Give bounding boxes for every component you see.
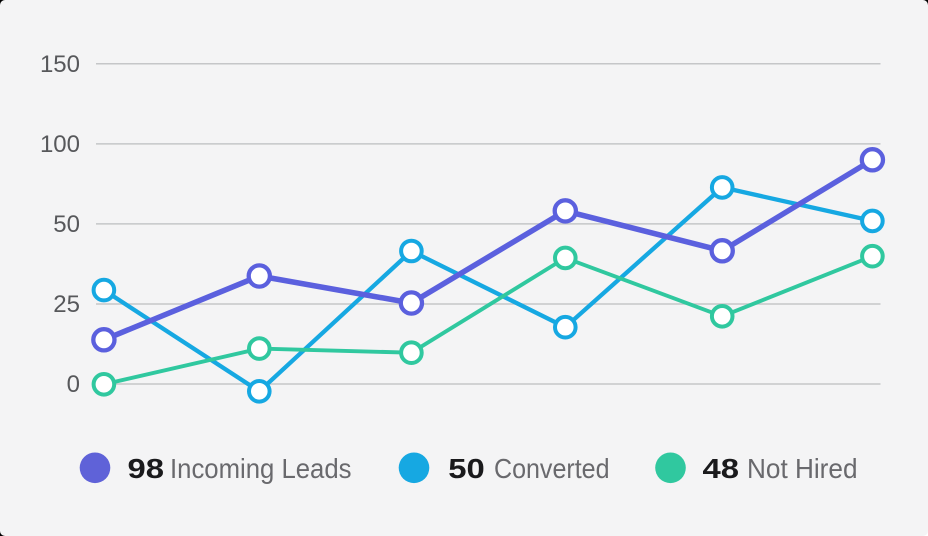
svg-text:100: 100: [40, 131, 80, 158]
svg-text:Converted: Converted: [494, 453, 610, 484]
svg-text:25: 25: [53, 291, 80, 318]
svg-text:150: 150: [40, 51, 80, 78]
svg-text:0: 0: [67, 371, 80, 398]
svg-text:50: 50: [53, 211, 80, 238]
svg-text:48: 48: [703, 453, 740, 484]
svg-text:50: 50: [448, 453, 485, 484]
svg-text:Incoming Leads: Incoming Leads: [170, 453, 352, 484]
svg-text:Not Hired: Not Hired: [747, 453, 858, 484]
svg-text:98: 98: [128, 453, 165, 484]
